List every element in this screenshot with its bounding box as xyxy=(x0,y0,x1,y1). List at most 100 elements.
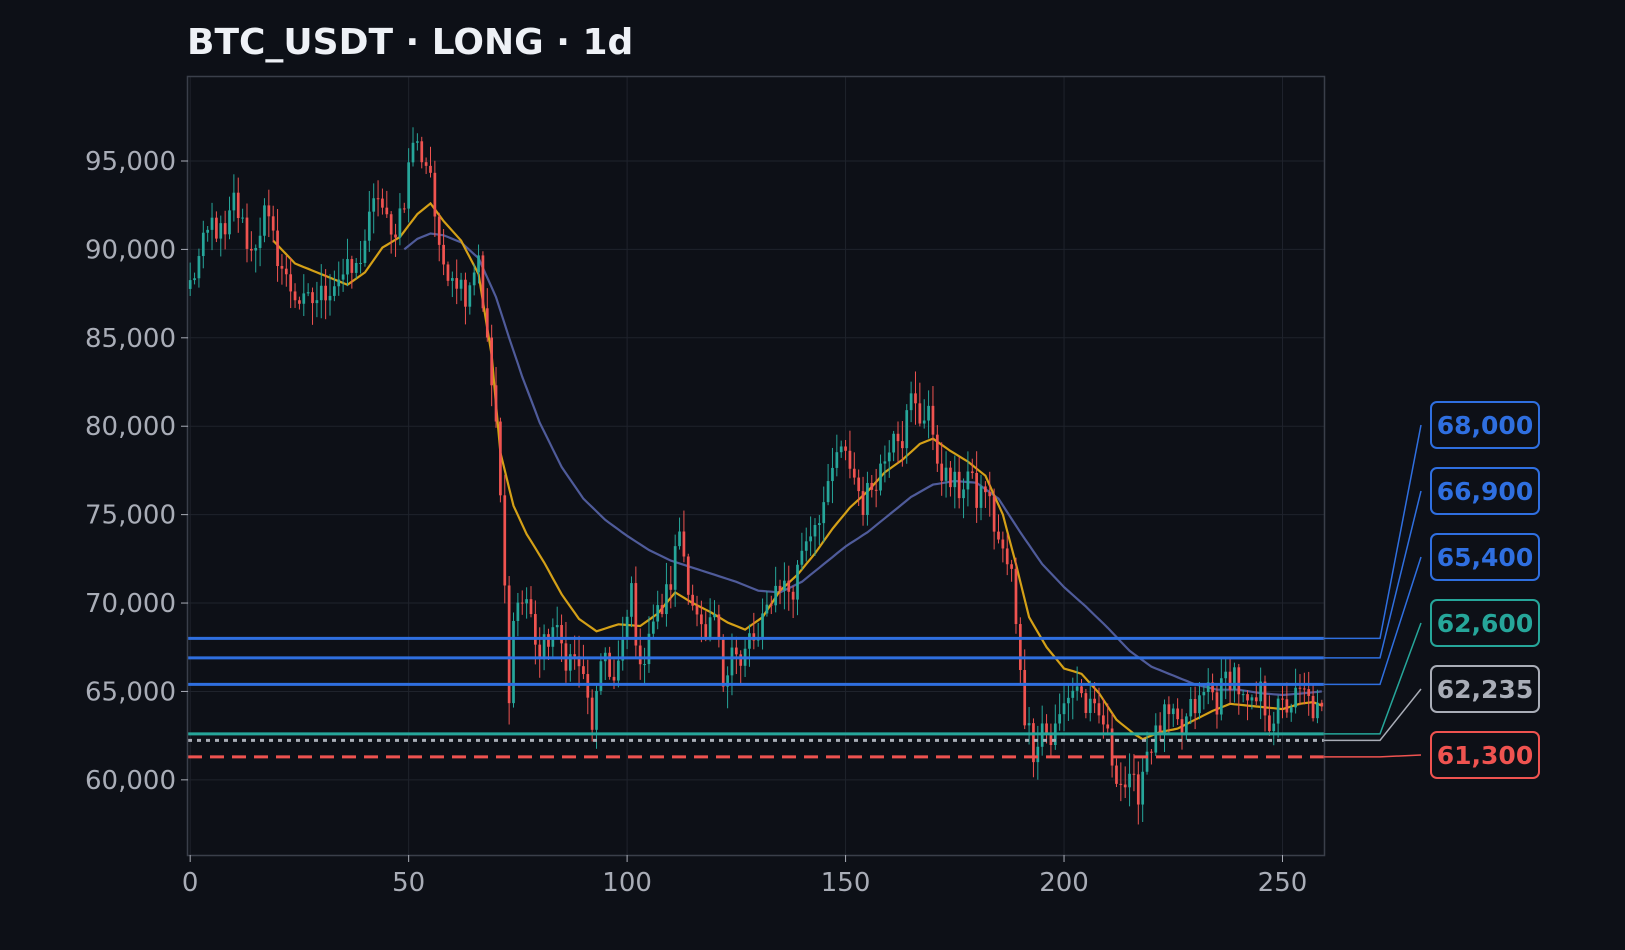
candle-body xyxy=(1316,702,1319,719)
candle-body xyxy=(730,647,734,676)
candle-body xyxy=(879,463,882,491)
candle-body xyxy=(359,262,362,264)
candle-body xyxy=(1119,783,1123,785)
candle-body xyxy=(1027,723,1031,726)
level-connector xyxy=(1324,424,1422,640)
candle-body xyxy=(1167,704,1171,715)
candle-body xyxy=(1145,751,1149,772)
candle-body xyxy=(249,248,253,251)
candle-body xyxy=(201,232,205,257)
candle-body xyxy=(896,433,900,442)
candle-body xyxy=(1259,681,1263,702)
candle-body xyxy=(1049,733,1053,745)
candle-body xyxy=(529,599,533,615)
candle-body xyxy=(263,205,266,236)
candle-body xyxy=(188,280,192,289)
candle-body xyxy=(516,602,520,621)
candle-body xyxy=(1302,688,1306,690)
candle-body xyxy=(809,536,812,542)
candle-body xyxy=(385,207,389,215)
candle-body xyxy=(817,523,821,526)
slow-ma-line xyxy=(403,232,1322,697)
candle-body xyxy=(787,580,791,592)
candle-body xyxy=(700,614,703,625)
candle-body xyxy=(298,300,301,304)
candle-body xyxy=(1080,686,1083,694)
candle-body xyxy=(713,614,716,618)
candle-body xyxy=(1276,698,1280,724)
candle-body xyxy=(446,264,450,281)
candle-body xyxy=(215,217,218,239)
level-label-box xyxy=(1430,533,1540,581)
level-label-box xyxy=(1430,599,1540,647)
level-label: 62,235 xyxy=(1437,675,1533,704)
candle-body xyxy=(228,210,231,235)
candle-body xyxy=(769,604,773,606)
candle-body xyxy=(686,556,690,595)
candle-body xyxy=(940,463,944,481)
y-tick-label: 95,000 xyxy=(85,147,176,177)
candle-body xyxy=(704,624,708,639)
candle-body xyxy=(949,467,952,488)
candle-body xyxy=(258,235,262,248)
candle-body xyxy=(468,285,472,307)
candle-body xyxy=(306,292,310,294)
candle-body xyxy=(542,634,546,659)
price-levels xyxy=(188,636,1324,759)
y-tick-label: 80,000 xyxy=(85,412,176,442)
candle-body xyxy=(241,217,244,219)
candle-body xyxy=(197,256,201,279)
y-tick-label: 70,000 xyxy=(85,589,176,619)
level-connector xyxy=(1324,688,1422,742)
candle-body xyxy=(477,255,480,273)
x-tick-label: 0 xyxy=(182,868,199,898)
candle-body xyxy=(866,482,869,515)
candle-body xyxy=(429,165,432,173)
candle-body xyxy=(481,255,485,309)
candle-body xyxy=(354,262,358,273)
x-tick-label: 50 xyxy=(392,868,425,898)
candle-body xyxy=(1097,703,1101,716)
candle-body xyxy=(1263,681,1267,716)
candle-body xyxy=(1001,539,1005,549)
candle-body xyxy=(1071,690,1075,698)
candle-body xyxy=(1171,708,1175,715)
candle-body xyxy=(905,410,909,449)
candle-body xyxy=(691,594,695,606)
slow-moving-average xyxy=(403,232,1322,697)
candle-body xyxy=(997,531,1000,540)
candle-body xyxy=(1088,698,1092,713)
candle-body xyxy=(1294,687,1297,708)
candle-body xyxy=(381,198,384,208)
candle-body xyxy=(1158,725,1162,734)
candle-body xyxy=(319,285,323,301)
candle-body xyxy=(280,266,284,269)
candle-body xyxy=(267,205,271,217)
candle-body xyxy=(647,633,651,665)
candle-body xyxy=(416,141,419,143)
candle-body xyxy=(1014,568,1018,625)
candle-body xyxy=(1298,687,1302,689)
candle-body xyxy=(520,602,524,604)
candle-body xyxy=(219,223,223,239)
level-label: 62,600 xyxy=(1437,609,1533,638)
candle-body xyxy=(1067,697,1070,704)
candle-body xyxy=(752,633,756,641)
candle-body xyxy=(1084,693,1088,713)
level-connector xyxy=(1324,754,1422,758)
candle-body xyxy=(538,644,542,659)
candle-body xyxy=(857,477,861,492)
candle-body xyxy=(852,468,856,478)
candle-body xyxy=(276,230,279,267)
candle-body xyxy=(433,172,437,217)
candle-body xyxy=(914,393,917,404)
candle-body xyxy=(1032,723,1035,763)
candle-body xyxy=(547,634,550,647)
candle-body xyxy=(1241,694,1245,696)
candle-body xyxy=(748,633,751,649)
candle-body xyxy=(1123,784,1127,788)
candle-body xyxy=(1307,689,1311,696)
candle-body xyxy=(210,217,214,230)
candle-body xyxy=(726,675,729,687)
candle-body xyxy=(665,584,668,615)
